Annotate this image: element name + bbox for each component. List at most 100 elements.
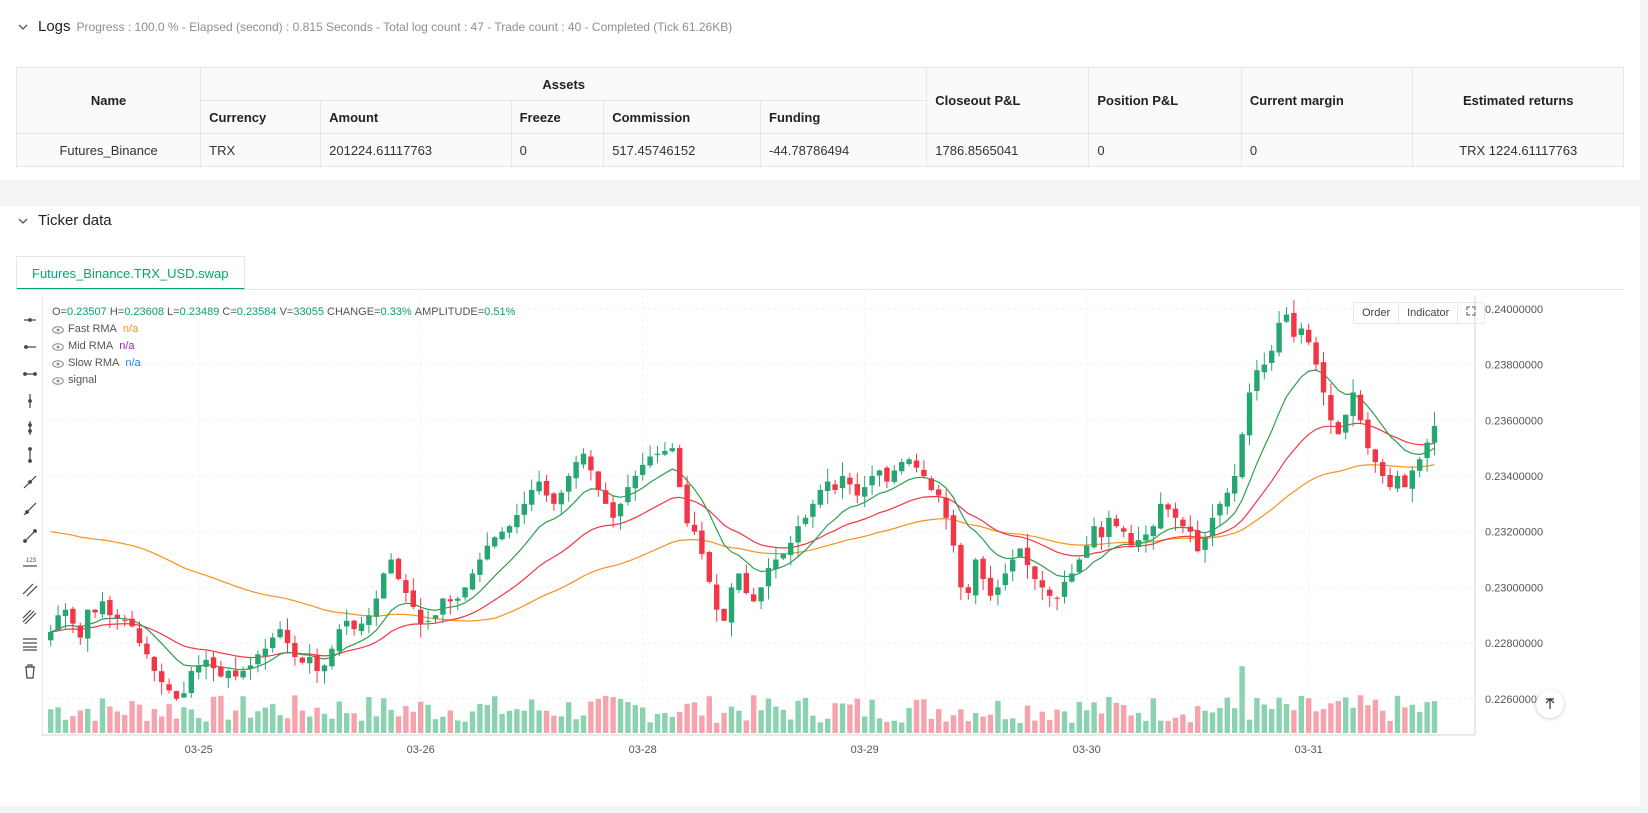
pitchfork-tool[interactable] (18, 603, 42, 630)
volume-bar (662, 712, 668, 733)
volume-bar (1246, 719, 1253, 733)
candle-body (721, 608, 727, 621)
candle-body (447, 599, 453, 602)
volume-bar (854, 698, 860, 733)
volume-bar (181, 707, 187, 733)
header-assets: Assets (200, 67, 928, 101)
horizontal-line-tool[interactable] (18, 306, 42, 333)
volume-bar (321, 713, 328, 733)
candle-body (1283, 314, 1290, 322)
vertical-line-tool[interactable] (18, 387, 42, 414)
candle-body (728, 587, 735, 623)
legend-slow-rma[interactable]: Slow RMA n/a (52, 355, 515, 372)
volume-bar (913, 699, 920, 733)
candle-body (321, 665, 328, 672)
eye-icon[interactable] (52, 342, 64, 351)
candle-body (1328, 395, 1334, 421)
volume-bar (640, 707, 646, 733)
eye-icon[interactable] (52, 376, 64, 385)
legend-label: signal (68, 374, 97, 386)
legend-signal[interactable]: signal (52, 372, 515, 389)
volume-bar (188, 709, 194, 733)
candle-body (247, 665, 254, 669)
horizontal-ray-tool[interactable] (18, 333, 42, 360)
volume-bar (1320, 709, 1327, 733)
y-tick-label: 0.23000000 (1485, 582, 1543, 594)
close-value: 0.23584 (236, 306, 277, 318)
extended-line-tool[interactable] (18, 522, 42, 549)
logs-header[interactable]: Logs Progress : 100.0 % - Elapsed (secon… (16, 18, 732, 35)
volume-bar (92, 720, 98, 733)
volume-bar (810, 715, 816, 733)
header-amount: Amount (320, 100, 512, 134)
volume-bar (1054, 709, 1060, 733)
volume-bar (691, 702, 698, 733)
ticker-header[interactable]: Ticker data (16, 212, 112, 229)
legend-fast-rma[interactable]: Fast RMA n/a (52, 321, 515, 338)
candle-body (166, 684, 172, 691)
volume-bar (506, 710, 513, 733)
legend-mid-rma[interactable]: Mid RMA n/a (52, 338, 515, 355)
candle-body (484, 545, 490, 560)
volume-bar (980, 716, 986, 733)
open-label: O= (52, 306, 67, 318)
volume-bar (1224, 697, 1230, 733)
volume-bar (899, 722, 905, 733)
volume-bar (1357, 695, 1364, 733)
fast-ma-line (50, 369, 1435, 671)
candle-body (817, 489, 823, 505)
table-row: Futures_Binance TRX 201224.61117763 0 51… (15, 133, 1624, 167)
candle-body (862, 487, 868, 497)
volume-bar (751, 695, 757, 733)
candle-body (751, 594, 757, 602)
y-tick-label: 0.23200000 (1485, 527, 1543, 539)
candle-body (765, 567, 772, 587)
vertical-segment-tool[interactable] (18, 441, 42, 468)
candle-body (780, 553, 786, 559)
chevron-down-icon[interactable] (16, 214, 30, 228)
volume-bar (1380, 710, 1386, 733)
volume-bar (1084, 710, 1090, 733)
eye-icon[interactable] (52, 359, 64, 368)
candle-body (891, 470, 897, 482)
scroll-to-latest-button[interactable] (1536, 690, 1564, 718)
fullscreen-button[interactable] (1458, 303, 1484, 323)
volume-bar (1394, 695, 1401, 733)
candle-body (543, 480, 550, 496)
volume-bar (196, 718, 202, 733)
volume-bar (595, 698, 601, 733)
candle-body (876, 470, 883, 476)
parallel-channel-tool[interactable] (18, 576, 42, 603)
volume-bar (973, 713, 979, 733)
tab-trx-usd-swap[interactable]: Futures_Binance.TRX_USD.swap (16, 256, 245, 290)
candle-body (603, 490, 609, 504)
ray-tool[interactable] (18, 495, 42, 522)
fib-retracement-tool[interactable] (18, 630, 42, 657)
volume-bar (1261, 704, 1267, 733)
candle-body (950, 515, 957, 546)
price-label-tool[interactable]: 123 (18, 549, 42, 576)
candle-body (292, 642, 298, 658)
indicator-button[interactable]: Indicator (1399, 303, 1459, 323)
volume-bar (817, 722, 823, 733)
volume-bar (1409, 704, 1415, 733)
eye-icon[interactable] (52, 325, 64, 334)
order-button[interactable]: Order (1354, 303, 1400, 323)
legend-label: Mid RMA (68, 340, 114, 352)
volume-value: 33055 (293, 306, 324, 318)
horizontal-segment-tool[interactable] (18, 360, 42, 387)
cell-freeze: 0 (510, 133, 605, 167)
volume-label: V= (279, 306, 294, 318)
volume-bar (625, 702, 631, 733)
candle-body (825, 481, 831, 491)
candle-body (1121, 528, 1127, 532)
chevron-down-icon[interactable] (16, 20, 30, 34)
candle-body (477, 559, 483, 575)
trend-line-tool[interactable] (18, 468, 42, 495)
candlestick-chart[interactable]: 0.24000000 0.23800000 0.23600000 0.23400000… (42, 295, 1552, 765)
trash-tool[interactable] (18, 657, 42, 684)
volume-bar (314, 707, 320, 733)
candle-body (1172, 508, 1179, 518)
vertical-ray-tool[interactable] (18, 414, 42, 441)
candle-body (625, 487, 631, 503)
